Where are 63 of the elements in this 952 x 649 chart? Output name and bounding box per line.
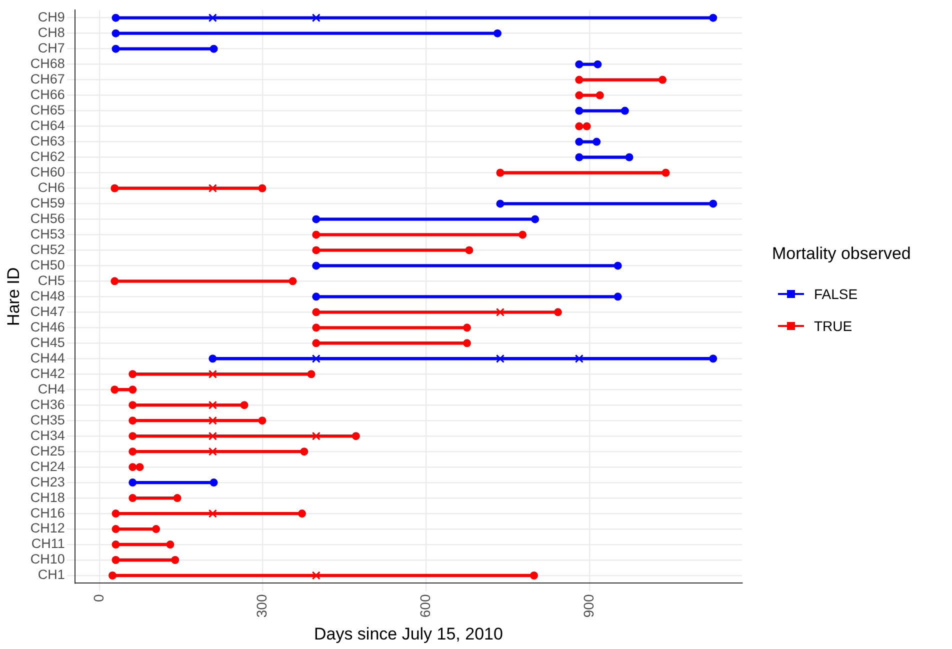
x-axis-title: Days since July 15, 2010 (314, 624, 503, 644)
point (128, 463, 137, 472)
y-tick-label: CH4 (38, 381, 66, 396)
y-tick-label: CH9 (38, 10, 65, 25)
point (208, 184, 217, 193)
y-tick-label: CH34 (30, 428, 66, 443)
y-tick-label: CH42 (30, 366, 65, 381)
point (136, 463, 144, 472)
y-tick-label: CH48 (30, 288, 65, 304)
y-tick-label: CH53 (30, 226, 65, 242)
point (208, 400, 217, 410)
y-tick-label: CH25 (30, 443, 65, 458)
y-tick-label: CH18 (30, 490, 65, 505)
y-tick-label: CH36 (30, 396, 65, 412)
y-tick-label: CH8 (38, 25, 65, 40)
x-tick-label: 900 (580, 594, 596, 618)
point (312, 432, 320, 440)
y-tick-label: CH60 (30, 164, 65, 180)
y-tick-label: CH47 (30, 304, 65, 319)
y-tick-label: CH10 (30, 552, 65, 567)
y-tick-label: CH68 (30, 56, 65, 72)
point (496, 354, 505, 363)
x-tick-label: 300 (254, 594, 270, 618)
y-tick-label: CH46 (30, 319, 65, 334)
x-tick-label: 600 (417, 594, 434, 618)
y-tick-label: CH52 (30, 242, 65, 257)
y-tick-label: CH7 (38, 40, 65, 56)
y-tick-label: CH1 (38, 567, 65, 582)
y-tick-label: CH65 (30, 102, 65, 118)
y-tick-label: CH59 (30, 195, 65, 210)
legend-label: TRUE (814, 318, 852, 334)
y-tick-label: CH63 (30, 133, 65, 148)
y-tick-label: CH50 (30, 257, 65, 272)
y-tick-label: CH11 (31, 536, 65, 552)
y-axis-title: Hare ID (4, 267, 23, 326)
y-tick-label: CH12 (30, 520, 65, 536)
y-tick-label: CH6 (38, 180, 65, 195)
point (208, 509, 217, 518)
point (208, 416, 217, 425)
y-tick-label: CH5 (38, 272, 65, 288)
y-tick-label: CH23 (30, 474, 65, 490)
y-tick-label: CH44 (30, 350, 66, 366)
point (312, 354, 320, 363)
point (208, 432, 217, 440)
legend-label: FALSE (814, 286, 858, 302)
y-tick-label: CH66 (30, 87, 65, 102)
legend-title: Mortality observed (772, 244, 911, 264)
y-tick-label: CH35 (30, 412, 65, 428)
point (208, 370, 217, 378)
point (208, 14, 217, 22)
point (496, 308, 505, 316)
point (312, 14, 320, 22)
point (208, 447, 217, 456)
y-tick-label: CH62 (30, 148, 65, 164)
y-tick-label: CH64 (30, 118, 66, 133)
y-tick-label: CH67 (30, 72, 65, 87)
point (574, 354, 584, 363)
x-tick-label: 0 (90, 594, 106, 602)
y-tick-label: CH45 (30, 334, 65, 350)
point (312, 571, 320, 580)
y-tick-label: CH16 (30, 505, 65, 520)
y-tick-label: CH56 (30, 210, 65, 226)
y-tick-label: CH24 (30, 458, 66, 474)
